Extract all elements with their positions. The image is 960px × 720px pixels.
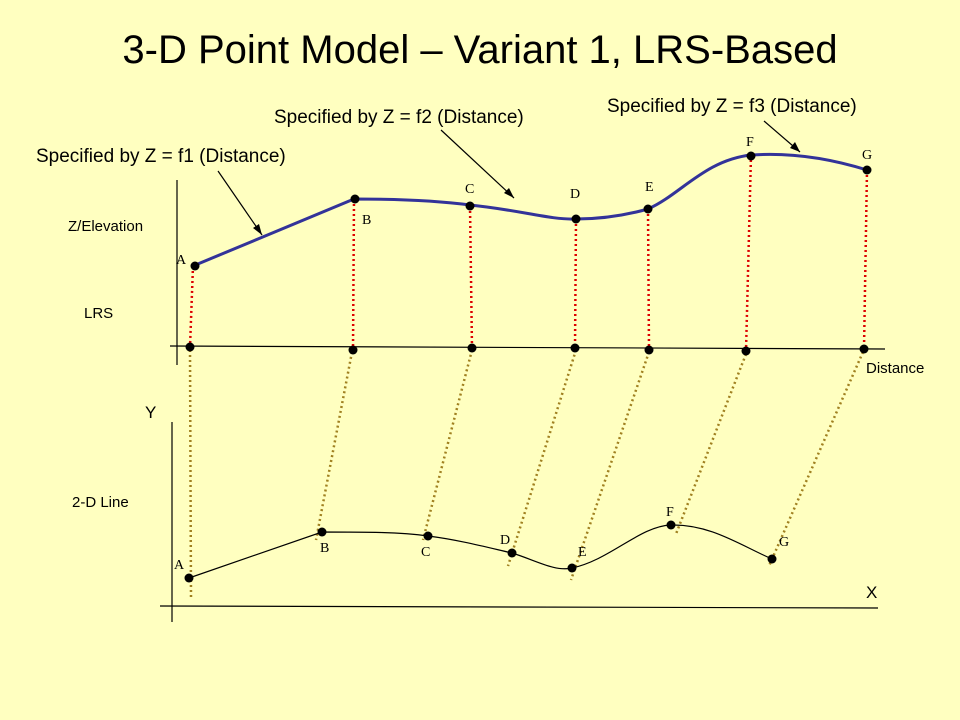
vertical-link-b	[351, 198, 356, 351]
elev-point-d	[571, 214, 581, 224]
diagonal-link-b	[314, 351, 354, 541]
line-label-a: A	[174, 558, 185, 573]
vertical-link-g	[862, 169, 869, 350]
elev-point-g	[862, 165, 872, 175]
line-point-a	[184, 573, 194, 583]
lrs-point-b	[348, 345, 358, 355]
line-point-b	[317, 527, 327, 537]
elev-label-g: G	[862, 148, 872, 163]
vertical-link-e	[646, 208, 651, 351]
lrs-point-c	[467, 343, 477, 353]
elev-label-d: D	[570, 187, 580, 202]
x-axis	[159, 605, 879, 609]
line-label-g: G	[779, 535, 789, 550]
line-point-f	[666, 520, 676, 530]
lrs-point-a	[185, 342, 195, 352]
vertical-link-a	[188, 265, 195, 348]
diagonal-link-g	[767, 351, 865, 567]
annotation-f2: Specified by Z = f2 (Distance)	[274, 107, 524, 128]
line-label-b: B	[320, 541, 329, 556]
distance-axis-label: Distance	[866, 360, 925, 377]
elev-point-c	[465, 201, 475, 211]
elev-label-e: E	[645, 180, 654, 195]
lrs-point-d	[570, 343, 580, 353]
diagonal-link-f	[674, 353, 748, 535]
vertical-link-c	[468, 205, 474, 349]
elev-point-f	[746, 151, 756, 161]
elev-label-f: F	[746, 135, 754, 150]
line-point-c	[423, 531, 433, 541]
line-point-d	[507, 548, 517, 558]
elev-point-b	[350, 194, 360, 204]
elev-label-b: B	[362, 213, 371, 228]
distance-axis	[169, 345, 886, 350]
line-2d-label: 2-D Line	[72, 494, 129, 511]
lrs-point-g	[859, 344, 869, 354]
slide-title: 3-D Point Model – Variant 1, LRS-Based	[122, 28, 838, 72]
arrow-f2	[440, 129, 515, 199]
diagonal-link-c	[421, 349, 474, 541]
elev-point-e	[643, 204, 653, 214]
line-point-g	[767, 554, 777, 564]
lrs-point-f	[741, 346, 751, 356]
diagonal-link-e	[569, 351, 651, 581]
x-axis-label: X	[866, 583, 878, 602]
elevation-axis-label: Z/Elevation	[68, 218, 144, 235]
vertical-link-d	[573, 218, 578, 349]
line-point-e	[567, 563, 577, 573]
line-label-f: F	[666, 505, 674, 520]
line-2d	[188, 524, 773, 579]
y-axis-label: Y	[145, 403, 157, 422]
elevation-curve	[192, 152, 868, 268]
elev-label-c: C	[465, 182, 474, 197]
annotation-f1: Specified by Z = f1 (Distance)	[36, 146, 286, 167]
annotation-f3: Specified by Z = f3 (Distance)	[607, 96, 857, 117]
line-label-c: C	[421, 545, 430, 560]
line-label-e: E	[578, 545, 587, 560]
arrow-f1	[217, 170, 263, 236]
line-label-d: D	[500, 533, 510, 548]
lrs-label: LRS	[84, 305, 114, 322]
elev-label-a: A	[176, 253, 187, 268]
arrow-f3	[763, 120, 801, 153]
lrs-point-e	[644, 345, 654, 355]
diagonal-link-d	[506, 349, 578, 567]
elev-point-a	[190, 261, 200, 271]
diagonal-link-a	[188, 349, 193, 599]
vertical-link-f	[744, 154, 753, 352]
